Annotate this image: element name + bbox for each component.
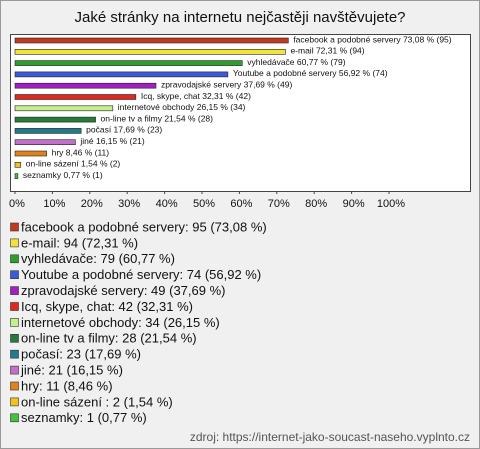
bar-label: Youtube a podobné servery 56,92 % (74) [233,68,388,78]
x-tick-label: 80% [305,198,327,210]
x-tick-label: 0% [9,198,25,210]
legend-label: on-line tv a filmy: 28 (21,54 %) [21,331,197,346]
bar [14,71,229,78]
bar-label: vyhledávače 60,77 % (79) [247,57,345,67]
bar-label: jiné 16,15 % (21) [79,136,144,146]
bar-label: zpravodajské servery 37,69 % (49) [161,79,293,89]
bar [14,105,114,112]
legend-label: on-line sázení : 2 (1,54 %) [21,394,173,409]
bar-label: facebook a podobné servery 73,08 % (95) [293,34,451,44]
bar-label: počasí 17,69 % (23) [86,125,162,135]
bar [14,60,243,66]
legend-label: Icq, skype, chat: 42 (32,31 %) [21,299,193,314]
bar-label: Icq, skype, chat 32,31 % (42) [141,91,251,101]
legend-label: jiné: 21 (16,15 %) [20,363,123,378]
bar [14,37,289,44]
x-tick-label: 50% [193,198,215,210]
legend-label: zpravodajské servery: 49 (37,69 %) [21,283,225,298]
bar-label: on-line sázení 1,54 % (2) [26,159,121,169]
legend-swatch [10,302,19,311]
bar [14,48,286,55]
legend-swatch [10,318,19,327]
bar-label: e-mail 72,31 % (94) [290,46,364,56]
legend-swatch [10,254,19,264]
bar-label: on-line tv a filmy 21,54 % (28) [101,113,214,123]
x-tick-label: 20% [81,198,103,210]
legend-swatch [10,349,19,359]
legend-label: internetové obchody: 34 (26,15 %) [21,315,220,330]
source: zdroj: https://internet-jako-soucast-nas… [190,430,470,444]
legend-swatch [10,238,19,248]
x-tick-label: 40% [156,198,178,210]
bar [14,116,96,123]
legend-label: hry: 11 (8,46 %) [21,378,113,393]
bar [14,94,137,100]
bar [14,128,82,134]
legend-swatch [10,286,19,295]
chart-title: Jaké stránky na internetu nejčastěji nav… [74,9,405,26]
x-tick-label: 90% [343,198,365,210]
legend-swatch [10,413,19,423]
legend-swatch [10,333,19,343]
bar-label: seznamky 0,77 % (1) [23,170,103,180]
legend-label: facebook a podobné servery: 95 (73,08 %) [21,219,267,234]
bars: facebook a podobné servery 73,08 % (95) e… [14,34,452,180]
legend-label: vyhledávače: 79 (60,77 %) [21,251,175,266]
x-tick-label: 70% [268,198,290,210]
legend-swatch [10,222,19,232]
bar [14,162,22,168]
bar [14,173,19,179]
x-tick-label: 30% [118,198,140,210]
legend-swatch [10,365,19,375]
x-tick-label: 60% [230,198,252,210]
bar-label: hry 8,46 % (11) [52,147,110,157]
legend-label: e-mail: 94 (72,31 %) [21,235,138,250]
bar-label: internetové obchody 26,15 % (34) [118,102,246,112]
bar [14,139,76,145]
legend-swatch [10,397,19,407]
legend-swatch [10,270,19,280]
bar [14,150,47,157]
legend-label: seznamky: 1 (0,77 %) [21,410,147,425]
legend-swatch [10,381,19,391]
legend-label: Youtube a podobné servery: 74 (56,92 %) [21,267,261,282]
legend-label: počasí: 23 (17,69 %) [21,347,141,362]
x-tick-label: 100% [377,198,405,210]
bar [14,82,157,89]
x-tick-label: 10% [43,198,65,210]
